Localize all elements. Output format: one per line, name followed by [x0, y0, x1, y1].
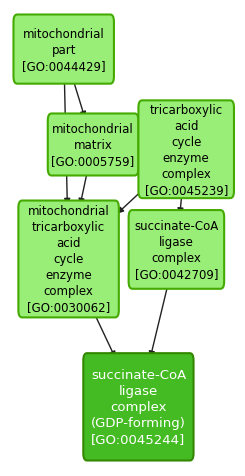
- FancyBboxPatch shape: [138, 101, 234, 199]
- Text: succinate-CoA
ligase
complex
(GDP-forming)
[GO:0045244]: succinate-CoA ligase complex (GDP-formin…: [91, 368, 186, 446]
- Text: mitochondrial
matrix
[GO:0005759]: mitochondrial matrix [GO:0005759]: [51, 123, 135, 168]
- Text: mitochondrial
tricarboxylic
acid
cycle
enzyme
complex
[GO:0030062]: mitochondrial tricarboxylic acid cycle e…: [27, 205, 110, 314]
- FancyBboxPatch shape: [13, 16, 114, 85]
- Text: mitochondrial
part
[GO:0044429]: mitochondrial part [GO:0044429]: [22, 28, 106, 72]
- FancyBboxPatch shape: [129, 211, 224, 289]
- FancyBboxPatch shape: [48, 114, 138, 176]
- Text: tricarboxylic
acid
cycle
enzyme
complex
[GO:0045239]: tricarboxylic acid cycle enzyme complex …: [145, 104, 228, 196]
- FancyBboxPatch shape: [18, 201, 119, 318]
- FancyBboxPatch shape: [83, 353, 194, 461]
- Text: succinate-CoA
ligase
complex
[GO:0042709]: succinate-CoA ligase complex [GO:0042709…: [134, 219, 219, 280]
